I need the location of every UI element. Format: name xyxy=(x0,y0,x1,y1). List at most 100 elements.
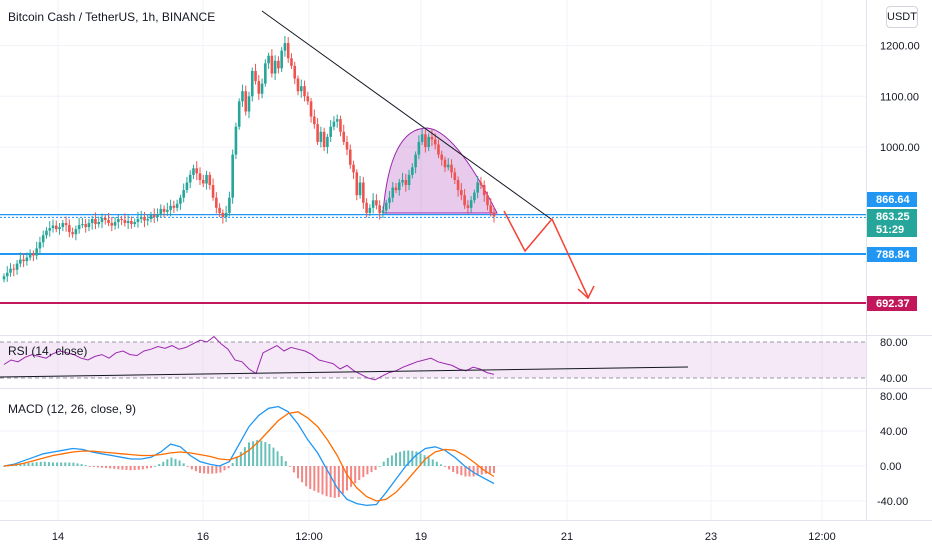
candle xyxy=(339,115,342,137)
candle xyxy=(486,191,489,211)
candle-body xyxy=(182,190,185,198)
candle-body xyxy=(12,268,16,270)
candle xyxy=(5,266,9,282)
candle-body xyxy=(290,58,293,66)
macd-histogram-bar xyxy=(121,466,124,470)
macd-histogram-bar xyxy=(84,465,87,466)
time-tick-label: 16 xyxy=(197,531,209,543)
candle xyxy=(12,264,16,277)
candle xyxy=(94,212,97,230)
macd-histogram-bar xyxy=(301,466,304,483)
candle-body xyxy=(296,78,300,92)
candle xyxy=(133,218,136,228)
macd-histogram-bar xyxy=(186,466,189,467)
candle-body xyxy=(224,212,228,217)
candle-body xyxy=(35,248,38,256)
axis-layer: 1200.00 1100.00 1000.00 80.00 40.00 80.00 40.0… xyxy=(52,41,920,543)
candle xyxy=(397,178,401,196)
macd-histogram-bar xyxy=(68,462,71,466)
candle xyxy=(371,193,375,214)
candle xyxy=(453,167,457,185)
candle xyxy=(417,135,421,160)
candle xyxy=(476,175,479,199)
candle-body xyxy=(391,187,395,198)
candle-body xyxy=(250,70,254,97)
candle xyxy=(81,217,84,229)
candle-body xyxy=(231,154,234,198)
time-tick-label: 12:00 xyxy=(808,531,836,543)
rsi-indicator-label[interactable]: RSI (14, close) xyxy=(8,344,88,358)
candle xyxy=(381,206,385,218)
candle-body xyxy=(87,223,91,228)
candle-body xyxy=(192,168,195,175)
candle-body xyxy=(130,221,133,225)
candle xyxy=(234,122,238,160)
macd-histogram-bar xyxy=(80,464,83,466)
candle-body xyxy=(51,225,55,229)
macd-histogram-bar xyxy=(31,462,34,466)
candle-body xyxy=(466,205,470,208)
candle xyxy=(32,250,35,262)
candle-body xyxy=(482,185,486,196)
macd-indicator-label[interactable]: MACD (12, 26, close, 9) xyxy=(8,402,137,416)
candle xyxy=(208,171,212,190)
candle-body xyxy=(378,205,381,213)
candle-body xyxy=(492,212,496,217)
candle-body xyxy=(332,121,336,127)
candle-body xyxy=(453,172,457,180)
macd-histogram-bar xyxy=(248,442,250,466)
candle xyxy=(241,84,244,107)
candle-body xyxy=(113,222,117,226)
candle-body xyxy=(38,242,42,249)
candle-body xyxy=(267,55,270,64)
candle-body xyxy=(54,225,58,230)
candle xyxy=(110,216,114,232)
macd-histogram-bar xyxy=(366,466,369,475)
macd-histogram-bar xyxy=(60,462,63,466)
candle-body xyxy=(469,200,473,208)
price-label-box xyxy=(867,209,917,224)
price-label-box xyxy=(867,296,917,311)
candle xyxy=(411,163,414,179)
price-tick-label: 1200.00 xyxy=(880,41,920,53)
candle-body xyxy=(437,144,440,155)
candle-body xyxy=(218,207,221,213)
candle-body xyxy=(440,154,444,160)
macd-histogram-bar xyxy=(435,461,438,466)
macd-tick-label: 40.00 xyxy=(880,426,908,438)
candle-body xyxy=(175,203,179,208)
candle xyxy=(215,192,218,214)
macd-histogram-bar xyxy=(439,464,442,466)
candle-body xyxy=(365,202,368,213)
candle xyxy=(22,253,25,268)
candle xyxy=(45,227,48,239)
macd-histogram-bar xyxy=(476,466,479,476)
macd-histogram-bar xyxy=(199,466,201,473)
price-label-box xyxy=(867,192,917,207)
candle xyxy=(120,215,123,226)
candle xyxy=(404,173,408,192)
candle-body xyxy=(427,136,430,147)
candle xyxy=(71,227,74,238)
candle-body xyxy=(348,149,352,165)
candle-body xyxy=(41,235,45,243)
macd-histogram-bar xyxy=(313,466,316,491)
candle-body xyxy=(479,182,483,186)
time-tick-label: 21 xyxy=(561,531,573,543)
macd-histogram-bar xyxy=(362,466,365,478)
candle xyxy=(319,126,323,148)
candle xyxy=(286,36,290,63)
rsi-tick-label: 80.00 xyxy=(880,337,908,349)
currency-button[interactable]: USDT xyxy=(886,6,918,28)
grid-layer xyxy=(0,0,932,521)
candle-body xyxy=(368,207,372,213)
candle xyxy=(156,208,159,222)
candle xyxy=(358,175,362,199)
rsi-band xyxy=(0,342,866,378)
macd-histogram-bar xyxy=(252,441,255,466)
candle-body xyxy=(319,131,323,142)
macd-histogram-bar xyxy=(235,457,238,466)
candle-body xyxy=(329,126,332,137)
candle xyxy=(463,189,466,209)
